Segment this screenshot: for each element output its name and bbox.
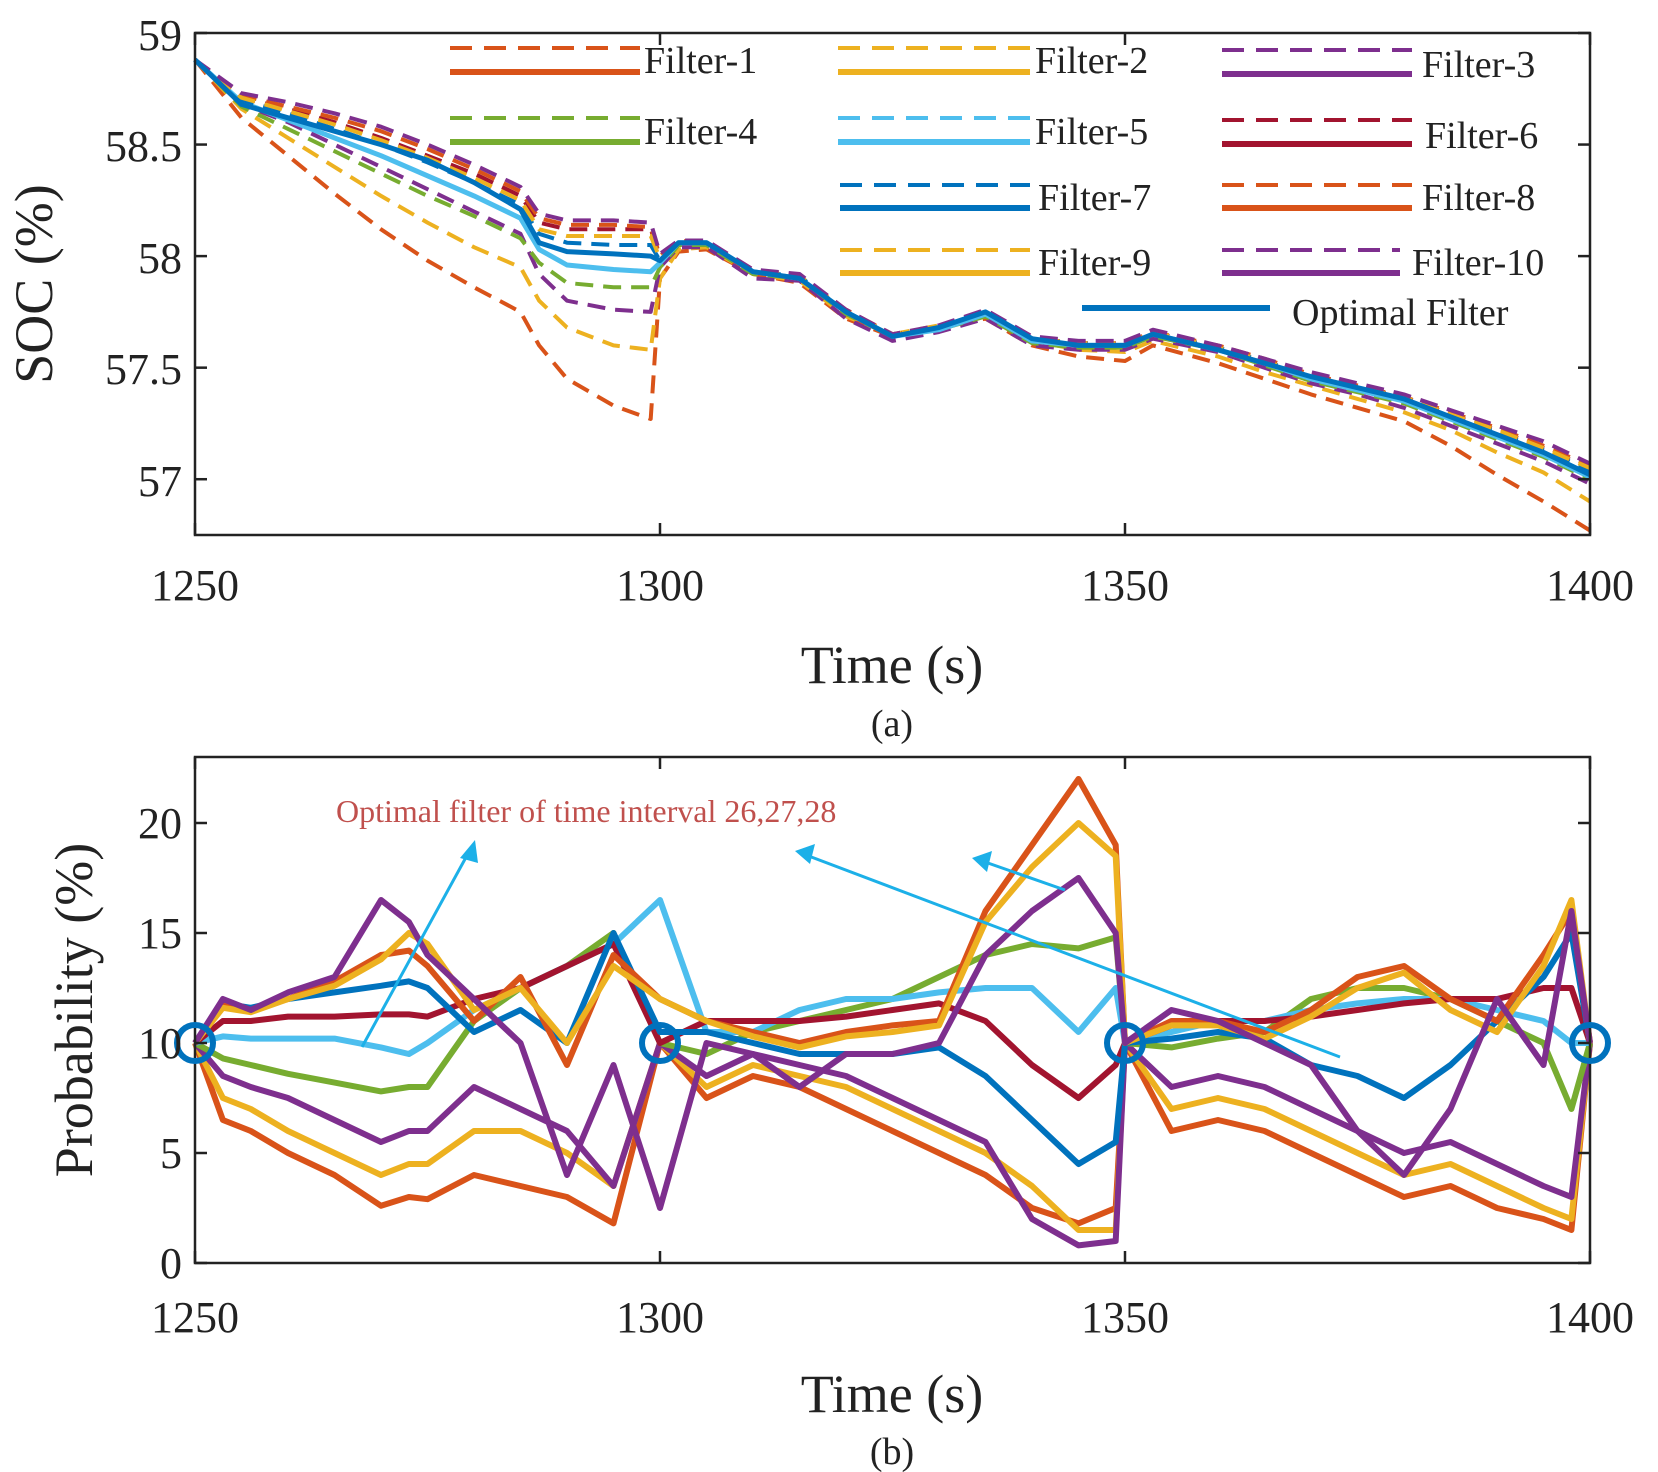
- chart-b-tick-marks: [193, 757, 1592, 1265]
- chart-b-caption: (b): [870, 1431, 914, 1472]
- chart-b-series-filter-5: [194, 897, 1590, 1057]
- chart-b-series-filter-1: [192, 1040, 1593, 1233]
- chart-b-ylabel: Probability (%): [44, 843, 104, 1177]
- legend-label-filter-7: Filter-7: [1038, 177, 1151, 219]
- chart-b-optimal-marker: [1104, 1022, 1146, 1064]
- chart-a-series-optimal-filter: [193, 57, 1592, 478]
- chart-b-xtick-label: 1400: [1546, 1293, 1634, 1342]
- chart-b-optimal-marker: [639, 1022, 681, 1064]
- chart-a-xtick-label: 1300: [616, 561, 704, 610]
- chart-b-series-filter-2: [192, 1040, 1593, 1233]
- annotation-arrowhead: [795, 844, 815, 864]
- chart-b-series-filter-9: [192, 820, 1593, 1051]
- chart-b-ytick-label: 10: [138, 1019, 182, 1068]
- legend-label-filter-3: Filter-3: [1422, 44, 1535, 86]
- legend-label-filter-1: Filter-1: [644, 40, 757, 82]
- chart-b-series-group: [192, 776, 1593, 1249]
- chart-a-caption: (a): [871, 703, 913, 745]
- chart-a-series-filter-1: [193, 58, 1592, 533]
- chart-a-ytick-label: 58: [138, 234, 182, 283]
- chart-a-series-filter-3: [193, 58, 1591, 486]
- legend-label-filter-9: Filter-9: [1038, 242, 1151, 284]
- chart-a: 1250 1300 1350 1400 57 57.5 58 58.5 59 T…: [4, 11, 1634, 745]
- chart-b-ytick-label: 0: [160, 1239, 182, 1288]
- chart-a-plot-frame: [193, 31, 1592, 537]
- chart-b-annotation-arrows: [360, 840, 1341, 1059]
- annotation-arrowhead: [460, 840, 478, 863]
- chart-b-series-filter-6: [193, 941, 1593, 1101]
- chart-a-ytick-label: 59: [138, 11, 182, 60]
- chart-b-xlabel: Time (s): [801, 1364, 984, 1424]
- chart-b-optimal-marker: [1569, 1022, 1611, 1064]
- chart-b-ytick-label: 5: [160, 1129, 182, 1178]
- chart-a-xtick-label: 1350: [1081, 561, 1169, 610]
- chart-b-series-filter-10: [192, 875, 1593, 1211]
- legend-label-optimal-filter: Optimal Filter: [1292, 292, 1509, 334]
- chart-a-series-group: [193, 57, 1592, 533]
- chart-b-ytick-label: 20: [138, 799, 182, 848]
- annotation-arrowhead: [972, 851, 992, 872]
- legend-label-filter-8: Filter-8: [1422, 177, 1535, 219]
- chart-b-markers: [174, 1022, 1611, 1064]
- annotation-arrow: [984, 860, 1066, 892]
- chart-a-ytick-label: 58.5: [105, 122, 182, 171]
- chart-b-series-filter-3: [192, 1040, 1593, 1249]
- chart-b-optimal-marker: [174, 1022, 216, 1064]
- legend-label-filter-2: Filter-2: [1035, 40, 1148, 82]
- legend-label-filter-5: Filter-5: [1035, 111, 1148, 153]
- annotation-arrow: [360, 849, 472, 1048]
- chart-b-ytick-label: 15: [138, 909, 182, 958]
- chart-a-xtick-label: 1250: [151, 561, 239, 610]
- chart-b-annotation-text: Optimal filter of time interval 26,27,28: [336, 793, 836, 829]
- legend-label-filter-6: Filter-6: [1425, 115, 1538, 157]
- chart-b-plot-frame: [193, 755, 1592, 1265]
- chart-a-xlabel: Time (s): [801, 635, 984, 695]
- chart-a-ylabel: SOC (%): [4, 184, 64, 384]
- chart-a-ytick-label: 57: [138, 457, 182, 506]
- legend-label-filter-4: Filter-4: [644, 111, 757, 153]
- chart-b-xtick-label: 1300: [616, 1293, 704, 1342]
- chart-b-xtick-label: 1250: [151, 1293, 239, 1342]
- chart-a-legend: Filter-1 Filter-2 Filter-3 Filter-4 Filt…: [450, 40, 1544, 334]
- legend-label-filter-10: Filter-10: [1412, 242, 1544, 284]
- chart-a-ytick-label: 57.5: [105, 345, 182, 394]
- chart-b-xtick-label: 1350: [1081, 1293, 1169, 1342]
- annotation-arrow: [805, 853, 1341, 1059]
- chart-b: Optimal filter of time interval 26,27,28…: [44, 755, 1634, 1472]
- chart-b-series-filter-8: [192, 776, 1593, 1068]
- chart-a-xtick-label: 1400: [1546, 561, 1634, 610]
- chart-a-tick-marks: [193, 31, 1592, 535]
- chart-a-series-filter-10: [193, 58, 1591, 466]
